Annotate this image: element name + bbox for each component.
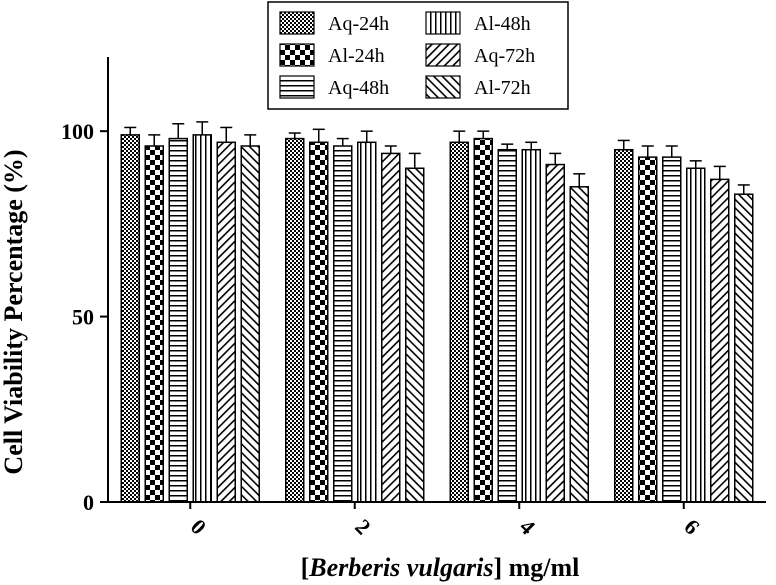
bar-al-24h-6 bbox=[638, 156, 658, 503]
legend-swatch-al-72h bbox=[425, 75, 461, 99]
x-axis-title-prefix: [ bbox=[301, 553, 310, 582]
y-axis-title: Cell Viability Percentage (%) bbox=[0, 149, 28, 474]
bar-aq-72h-6 bbox=[710, 178, 730, 503]
bar-al-48h-0 bbox=[192, 134, 212, 503]
bar-aq-72h-4 bbox=[545, 163, 565, 503]
bar-al-72h-4 bbox=[569, 186, 589, 503]
legend-swatch-aq-24h bbox=[279, 11, 315, 35]
bar-aq-24h-2 bbox=[285, 137, 305, 503]
bar-al-48h-4 bbox=[521, 148, 541, 503]
y-tick-label: 100 bbox=[61, 119, 94, 144]
bar-al-72h-6 bbox=[734, 193, 754, 503]
legend: Aq-24h Al-24h Aq-48h Al-48h Aq-72h Al-72h bbox=[267, 1, 569, 110]
x-tick-label: 6 bbox=[679, 514, 704, 539]
bar-al-72h-2 bbox=[405, 167, 425, 503]
legend-label: Aq-72h bbox=[474, 45, 535, 67]
legend-label: Aq-24h bbox=[328, 13, 389, 35]
x-axis-title-italic: Berberis vulgaris bbox=[308, 553, 493, 582]
bar-aq-24h-4 bbox=[449, 141, 469, 503]
y-tick-label: 0 bbox=[83, 490, 94, 515]
bar-aq-24h-6 bbox=[614, 148, 634, 503]
bar-al-48h-2 bbox=[357, 141, 377, 503]
legend-label: Al-72h bbox=[474, 77, 531, 99]
x-tick-label: 0 bbox=[186, 514, 211, 539]
legend-swatch-aq-48h bbox=[279, 75, 315, 99]
bar-al-24h-4 bbox=[473, 137, 493, 503]
legend-label: Al-24h bbox=[328, 45, 385, 67]
bar-aq-48h-2 bbox=[333, 145, 353, 503]
bar-aq-72h-2 bbox=[381, 152, 401, 503]
bar-aq-48h-6 bbox=[662, 156, 682, 503]
y-tick-label: 50 bbox=[72, 305, 94, 330]
bar-aq-48h-0 bbox=[168, 137, 188, 503]
x-axis-title-suffix: ] mg/ml bbox=[493, 553, 579, 582]
bar-al-48h-6 bbox=[686, 167, 706, 503]
legend-label: Al-48h bbox=[474, 13, 531, 35]
legend-swatch-al-48h bbox=[425, 11, 461, 35]
bar-aq-48h-4 bbox=[497, 148, 517, 503]
legend-swatch-al-24h bbox=[279, 43, 315, 67]
bar-al-24h-2 bbox=[309, 141, 329, 503]
x-tick-label: 4 bbox=[515, 514, 540, 539]
bars-group bbox=[120, 121, 754, 503]
legend-swatch-aq-72h bbox=[425, 43, 461, 67]
bar-al-72h-0 bbox=[240, 145, 260, 503]
x-tick-label: 2 bbox=[350, 514, 375, 539]
legend-box bbox=[267, 1, 569, 110]
bar-al-24h-0 bbox=[144, 145, 164, 503]
x-axis-title: [Berberis vulgaris] mg/ml bbox=[301, 553, 580, 582]
legend-label: Aq-48h bbox=[328, 77, 389, 99]
bar-aq-72h-0 bbox=[216, 141, 236, 503]
bar-aq-24h-0 bbox=[120, 134, 140, 503]
